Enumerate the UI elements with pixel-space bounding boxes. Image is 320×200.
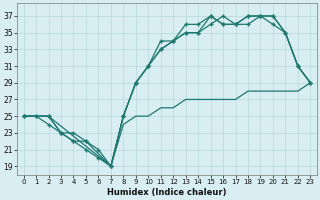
X-axis label: Humidex (Indice chaleur): Humidex (Indice chaleur) xyxy=(107,188,227,197)
